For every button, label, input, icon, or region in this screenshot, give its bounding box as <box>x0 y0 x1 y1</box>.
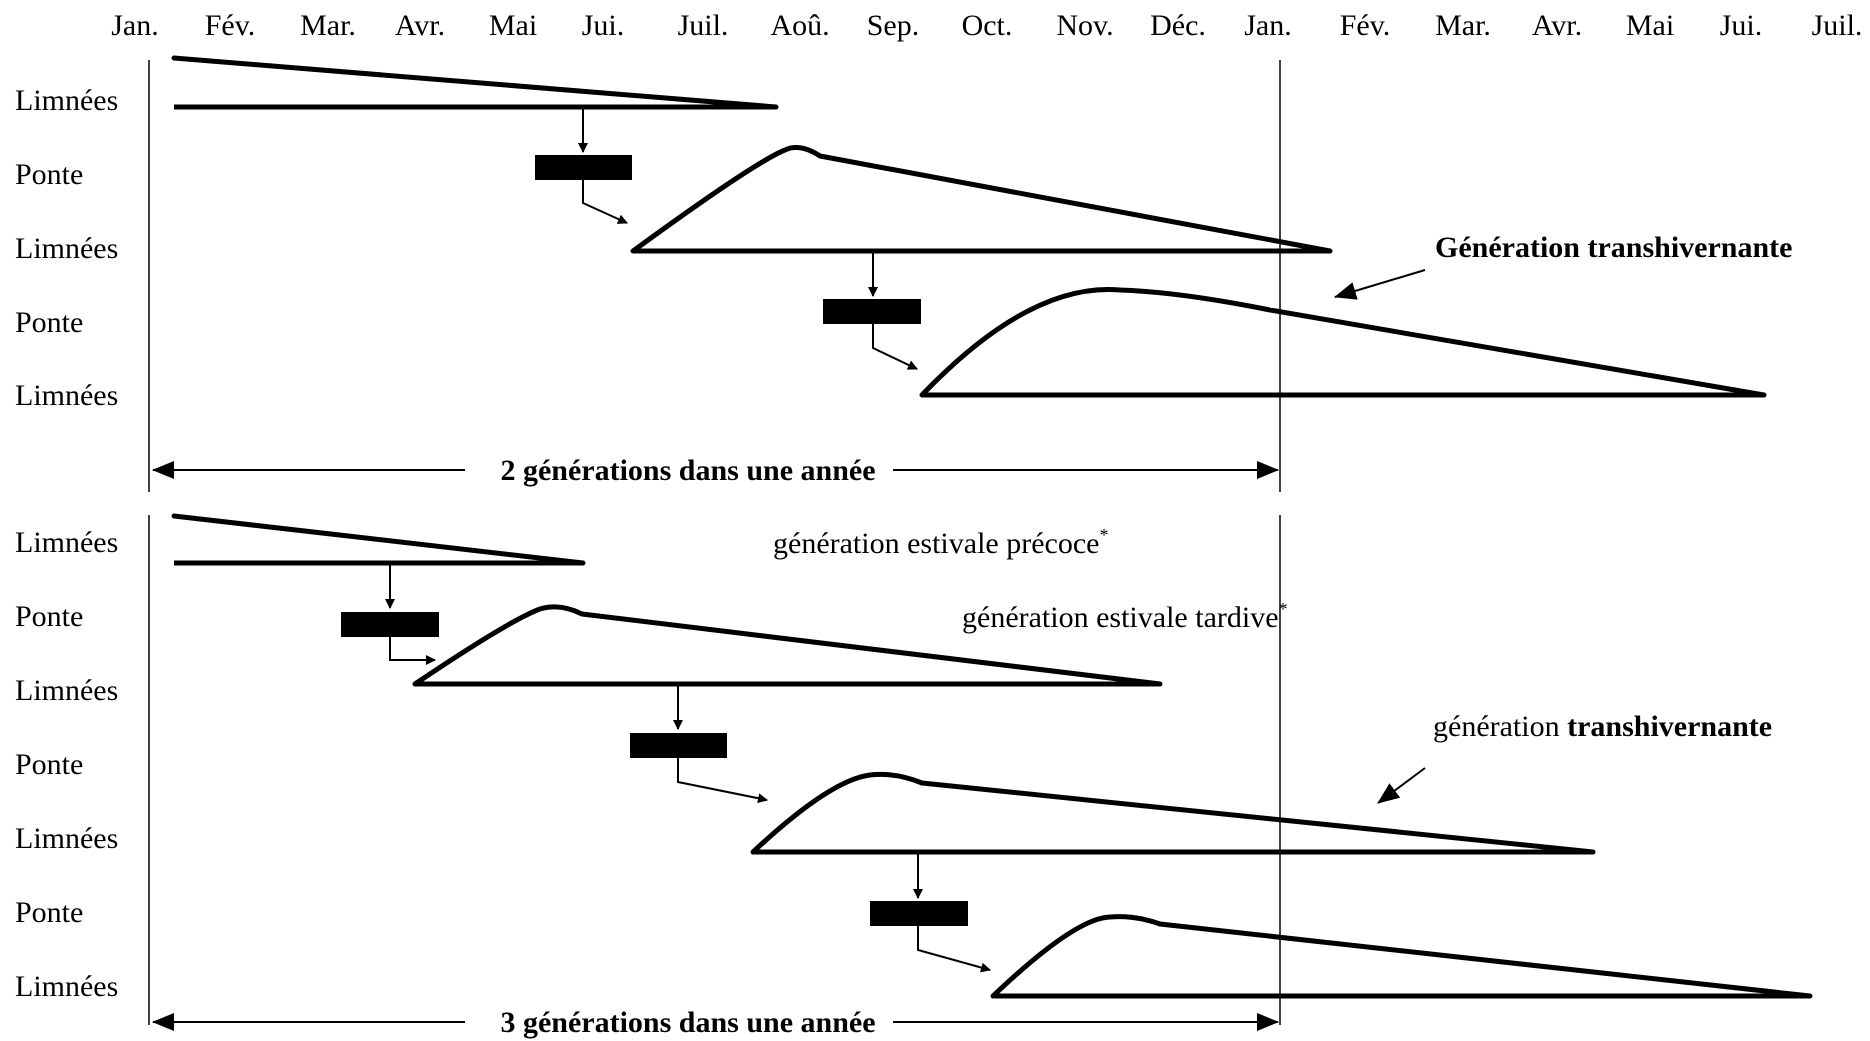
ponte-block <box>870 901 968 926</box>
row-label: Ponte <box>15 896 83 929</box>
month-label: Nov. <box>1056 9 1113 42</box>
span-label: 2 générations dans une année <box>500 454 875 487</box>
ponte-block <box>630 733 727 758</box>
bottom-panel: Limnées Ponte Limnées Ponte Limnées Pont… <box>15 513 1813 1039</box>
row-label: Limnées <box>15 84 118 117</box>
month-label: Jan. <box>1244 9 1292 42</box>
row-label: Limnées <box>15 674 118 707</box>
row-label: Ponte <box>15 600 83 633</box>
month-label: Déc. <box>1150 9 1206 42</box>
row-label: Limnées <box>15 379 118 412</box>
ponte-arrow <box>389 637 436 665</box>
top-panel: Limnées Ponte Limnées Ponte Limnées Géné… <box>15 55 1792 492</box>
month-label: Avr. <box>1532 9 1582 42</box>
generation-shape <box>412 604 1163 687</box>
ponte-block <box>341 612 439 637</box>
month-label: Oct. <box>962 9 1013 42</box>
ponte-arrow <box>582 180 628 224</box>
month-axis: Jan. Fév. Mar. Avr. Mai Jui. Juil. Aoû. … <box>111 9 1862 42</box>
annotation-arrow <box>1334 269 1426 300</box>
generation-shape <box>171 513 586 566</box>
ponte-block <box>823 299 921 324</box>
ponte-arrow <box>917 926 991 973</box>
generation-shape <box>919 286 1767 398</box>
note-early-generation: génération estivale précoce* <box>773 525 1108 560</box>
month-label: Fév. <box>205 9 256 42</box>
span-label: 3 générations dans une année <box>500 1006 875 1039</box>
row-label: Ponte <box>15 158 83 191</box>
ponte-arrow <box>872 324 918 370</box>
row-label: Limnées <box>15 526 118 559</box>
generation-shape <box>990 914 1813 999</box>
month-label: Mai <box>489 9 537 42</box>
month-label: Juil. <box>1812 9 1863 42</box>
month-label: Jan. <box>111 9 159 42</box>
month-label: Mar. <box>300 9 356 42</box>
row-label: Limnées <box>15 822 118 855</box>
month-label: Jui. <box>582 9 625 42</box>
ponte-arrow <box>677 758 768 804</box>
month-label: Mar. <box>1435 9 1491 42</box>
row-label: Ponte <box>15 306 83 339</box>
row-label: Limnées <box>15 970 118 1003</box>
ponte-block <box>535 155 632 180</box>
annotation-transhivernante: Génération transhivernante <box>1435 231 1792 264</box>
note-late-generation: génération estivale tardive* <box>962 599 1288 634</box>
annotation-transhivernante: génération transhivernante <box>1433 710 1772 743</box>
month-label: Sep. <box>867 9 920 42</box>
month-label: Juil. <box>678 9 729 42</box>
generation-shape <box>630 145 1333 254</box>
row-label: Limnées <box>15 232 118 265</box>
month-label: Jui. <box>1720 9 1763 42</box>
annotation-arrow <box>1377 767 1426 804</box>
month-label: Avr. <box>395 9 445 42</box>
month-label: Mai <box>1626 9 1674 42</box>
generation-shape <box>171 55 779 110</box>
row-label: Ponte <box>15 748 83 781</box>
month-label: Fév. <box>1340 9 1391 42</box>
month-label: Aoû. <box>770 9 829 42</box>
generation-shape <box>750 771 1596 855</box>
